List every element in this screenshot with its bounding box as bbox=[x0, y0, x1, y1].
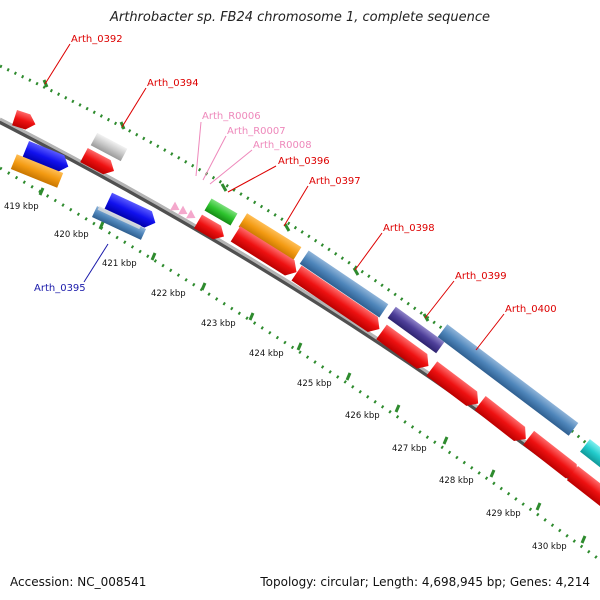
gene-blue-b[interactable] bbox=[104, 192, 159, 231]
gene-red-c[interactable] bbox=[230, 226, 302, 279]
gene-label-arth-0397[interactable]: Arth_0397 bbox=[309, 176, 361, 187]
outer-tick-track bbox=[0, 64, 600, 457]
gene-label-arth-r0008[interactable]: Arth_R0008 bbox=[253, 140, 312, 151]
gene-orange-a[interactable] bbox=[10, 154, 64, 188]
gene-arth-0392[interactable] bbox=[12, 109, 38, 132]
scale-label-422: 422 kbp bbox=[151, 289, 186, 299]
gene-steel-b[interactable] bbox=[437, 324, 579, 436]
gene-arth-r0006[interactable] bbox=[170, 201, 182, 215]
gene-red-d[interactable] bbox=[291, 265, 385, 337]
gene-arth-0395-highlight bbox=[97, 206, 141, 230]
forward-strand-genes bbox=[10, 109, 600, 507]
gene-arth-0398[interactable] bbox=[299, 250, 389, 318]
label-connectors bbox=[44, 43, 505, 351]
gene-red-f[interactable] bbox=[426, 361, 483, 410]
reverse-strand-genes bbox=[91, 192, 159, 240]
gene-label-arth-0398[interactable]: Arth_0398 bbox=[383, 223, 435, 234]
gene-label-arth-r0007[interactable]: Arth_R0007 bbox=[227, 126, 286, 137]
gene-arth-r0008[interactable] bbox=[186, 209, 198, 223]
scale-label-421: 421 kbp bbox=[102, 259, 137, 269]
scale-label-428: 428 kbp bbox=[439, 476, 474, 486]
scale-label-424: 424 kbp bbox=[249, 349, 284, 359]
gene-red-e[interactable] bbox=[376, 324, 434, 374]
gene-grey-a[interactable] bbox=[90, 132, 128, 162]
map-title: Arthrobacter sp. FB24 chromosome 1, comp… bbox=[109, 10, 491, 25]
scale-label-429: 429 kbp bbox=[486, 509, 521, 519]
gene-label-arth-0396[interactable]: Arth_0396 bbox=[278, 156, 330, 167]
scale-label-420: 420 kbp bbox=[54, 230, 89, 240]
scale-labels: 419 kbp 420 kbp 421 kbp 422 kbp 423 kbp … bbox=[4, 202, 567, 552]
scale-label-426: 426 kbp bbox=[345, 411, 380, 421]
genome-backbone-shadow bbox=[0, 118, 600, 503]
gene-labels: Arth_0392 Arth_0394 Arth_R0006 Arth_R000… bbox=[34, 34, 557, 315]
gene-arth-0399[interactable] bbox=[387, 306, 445, 354]
gene-arth-0395[interactable] bbox=[91, 206, 147, 240]
gene-blue-a[interactable] bbox=[22, 141, 71, 175]
gene-label-arth-0395[interactable]: Arth_0395 bbox=[34, 283, 86, 294]
gene-label-arth-0399[interactable]: Arth_0399 bbox=[455, 271, 507, 282]
gene-label-arth-0392[interactable]: Arth_0392 bbox=[71, 34, 123, 45]
inner-tick-track bbox=[0, 166, 600, 562]
gene-red-i[interactable] bbox=[566, 465, 600, 507]
gene-label-arth-0394[interactable]: Arth_0394 bbox=[147, 78, 199, 89]
scale-label-427: 427 kbp bbox=[392, 444, 427, 454]
inner-major-ticks bbox=[38, 187, 587, 544]
accession-text: Accession: NC_008541 bbox=[10, 575, 147, 589]
gene-label-arth-r0006[interactable]: Arth_R0006 bbox=[202, 111, 261, 122]
scale-label-430: 430 kbp bbox=[532, 542, 567, 552]
topology-info: Topology: circular; Length: 4,698,945 bp… bbox=[260, 575, 590, 589]
gene-arth-r0007[interactable] bbox=[178, 205, 190, 219]
scale-label-425: 425 kbp bbox=[297, 379, 332, 389]
gene-cyan-a[interactable] bbox=[580, 439, 600, 469]
scale-label-419: 419 kbp bbox=[4, 202, 39, 212]
gene-arth-0397[interactable] bbox=[238, 213, 302, 261]
gene-arth-0396-green[interactable] bbox=[204, 198, 238, 226]
gene-red-b[interactable] bbox=[194, 214, 228, 244]
gene-label-arth-0400[interactable]: Arth_0400 bbox=[505, 304, 557, 315]
gene-red-h[interactable] bbox=[523, 430, 583, 483]
gene-arth-0394[interactable] bbox=[80, 147, 118, 178]
gene-red-g[interactable] bbox=[474, 396, 532, 446]
scale-label-423: 423 kbp bbox=[201, 319, 236, 329]
